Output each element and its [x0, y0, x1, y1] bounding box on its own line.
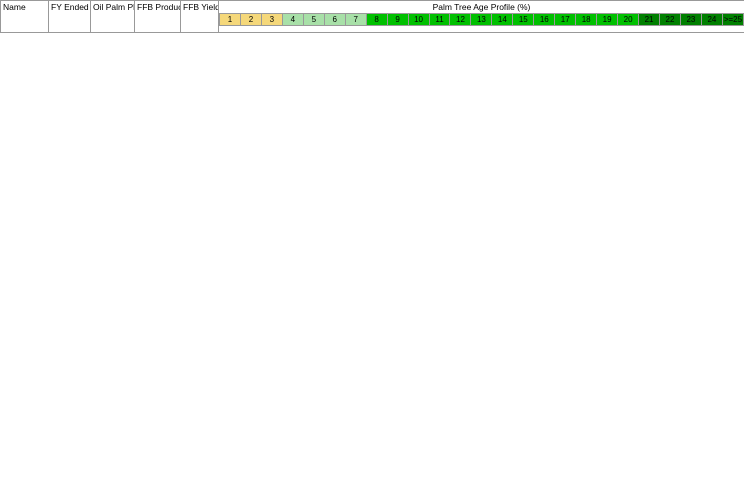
- age-col-14: 14: [492, 14, 513, 26]
- age-col-8: 8: [366, 14, 387, 26]
- age-col-11: 11: [429, 14, 450, 26]
- col-area: Oil Palm Planted Area (Ha): [91, 1, 135, 33]
- age-col-24: 24: [701, 14, 722, 26]
- age-col-6: 6: [324, 14, 345, 26]
- age-col-20: 20: [618, 14, 639, 26]
- age-col-16: 16: [534, 14, 555, 26]
- age-col-18: 18: [576, 14, 597, 26]
- age-col-3: 3: [261, 14, 282, 26]
- col-yield: FFB Yield (MT per Matured Ha): [181, 1, 219, 33]
- age-col-12: 12: [450, 14, 471, 26]
- age-col->=25: >=25: [722, 14, 743, 26]
- age-col-7: 7: [345, 14, 366, 26]
- age-col-23: 23: [680, 14, 701, 26]
- age-col-21: 21: [639, 14, 660, 26]
- col-profile: Palm Tree Age Profile (%) 12345678910111…: [219, 1, 744, 33]
- age-col-15: 15: [513, 14, 534, 26]
- age-col-4: 4: [282, 14, 303, 26]
- age-col-22: 22: [660, 14, 681, 26]
- age-col-5: 5: [303, 14, 324, 26]
- col-name: Name: [1, 1, 49, 33]
- age-col-1: 1: [220, 14, 241, 26]
- age-col-2: 2: [240, 14, 261, 26]
- col-ffb: FFB Production (MT): [135, 1, 181, 33]
- age-col-13: 13: [471, 14, 492, 26]
- age-col-10: 10: [408, 14, 429, 26]
- age-col-19: 19: [597, 14, 618, 26]
- age-col-17: 17: [555, 14, 576, 26]
- age-col-9: 9: [387, 14, 408, 26]
- col-fy: FY Ended: [49, 1, 91, 33]
